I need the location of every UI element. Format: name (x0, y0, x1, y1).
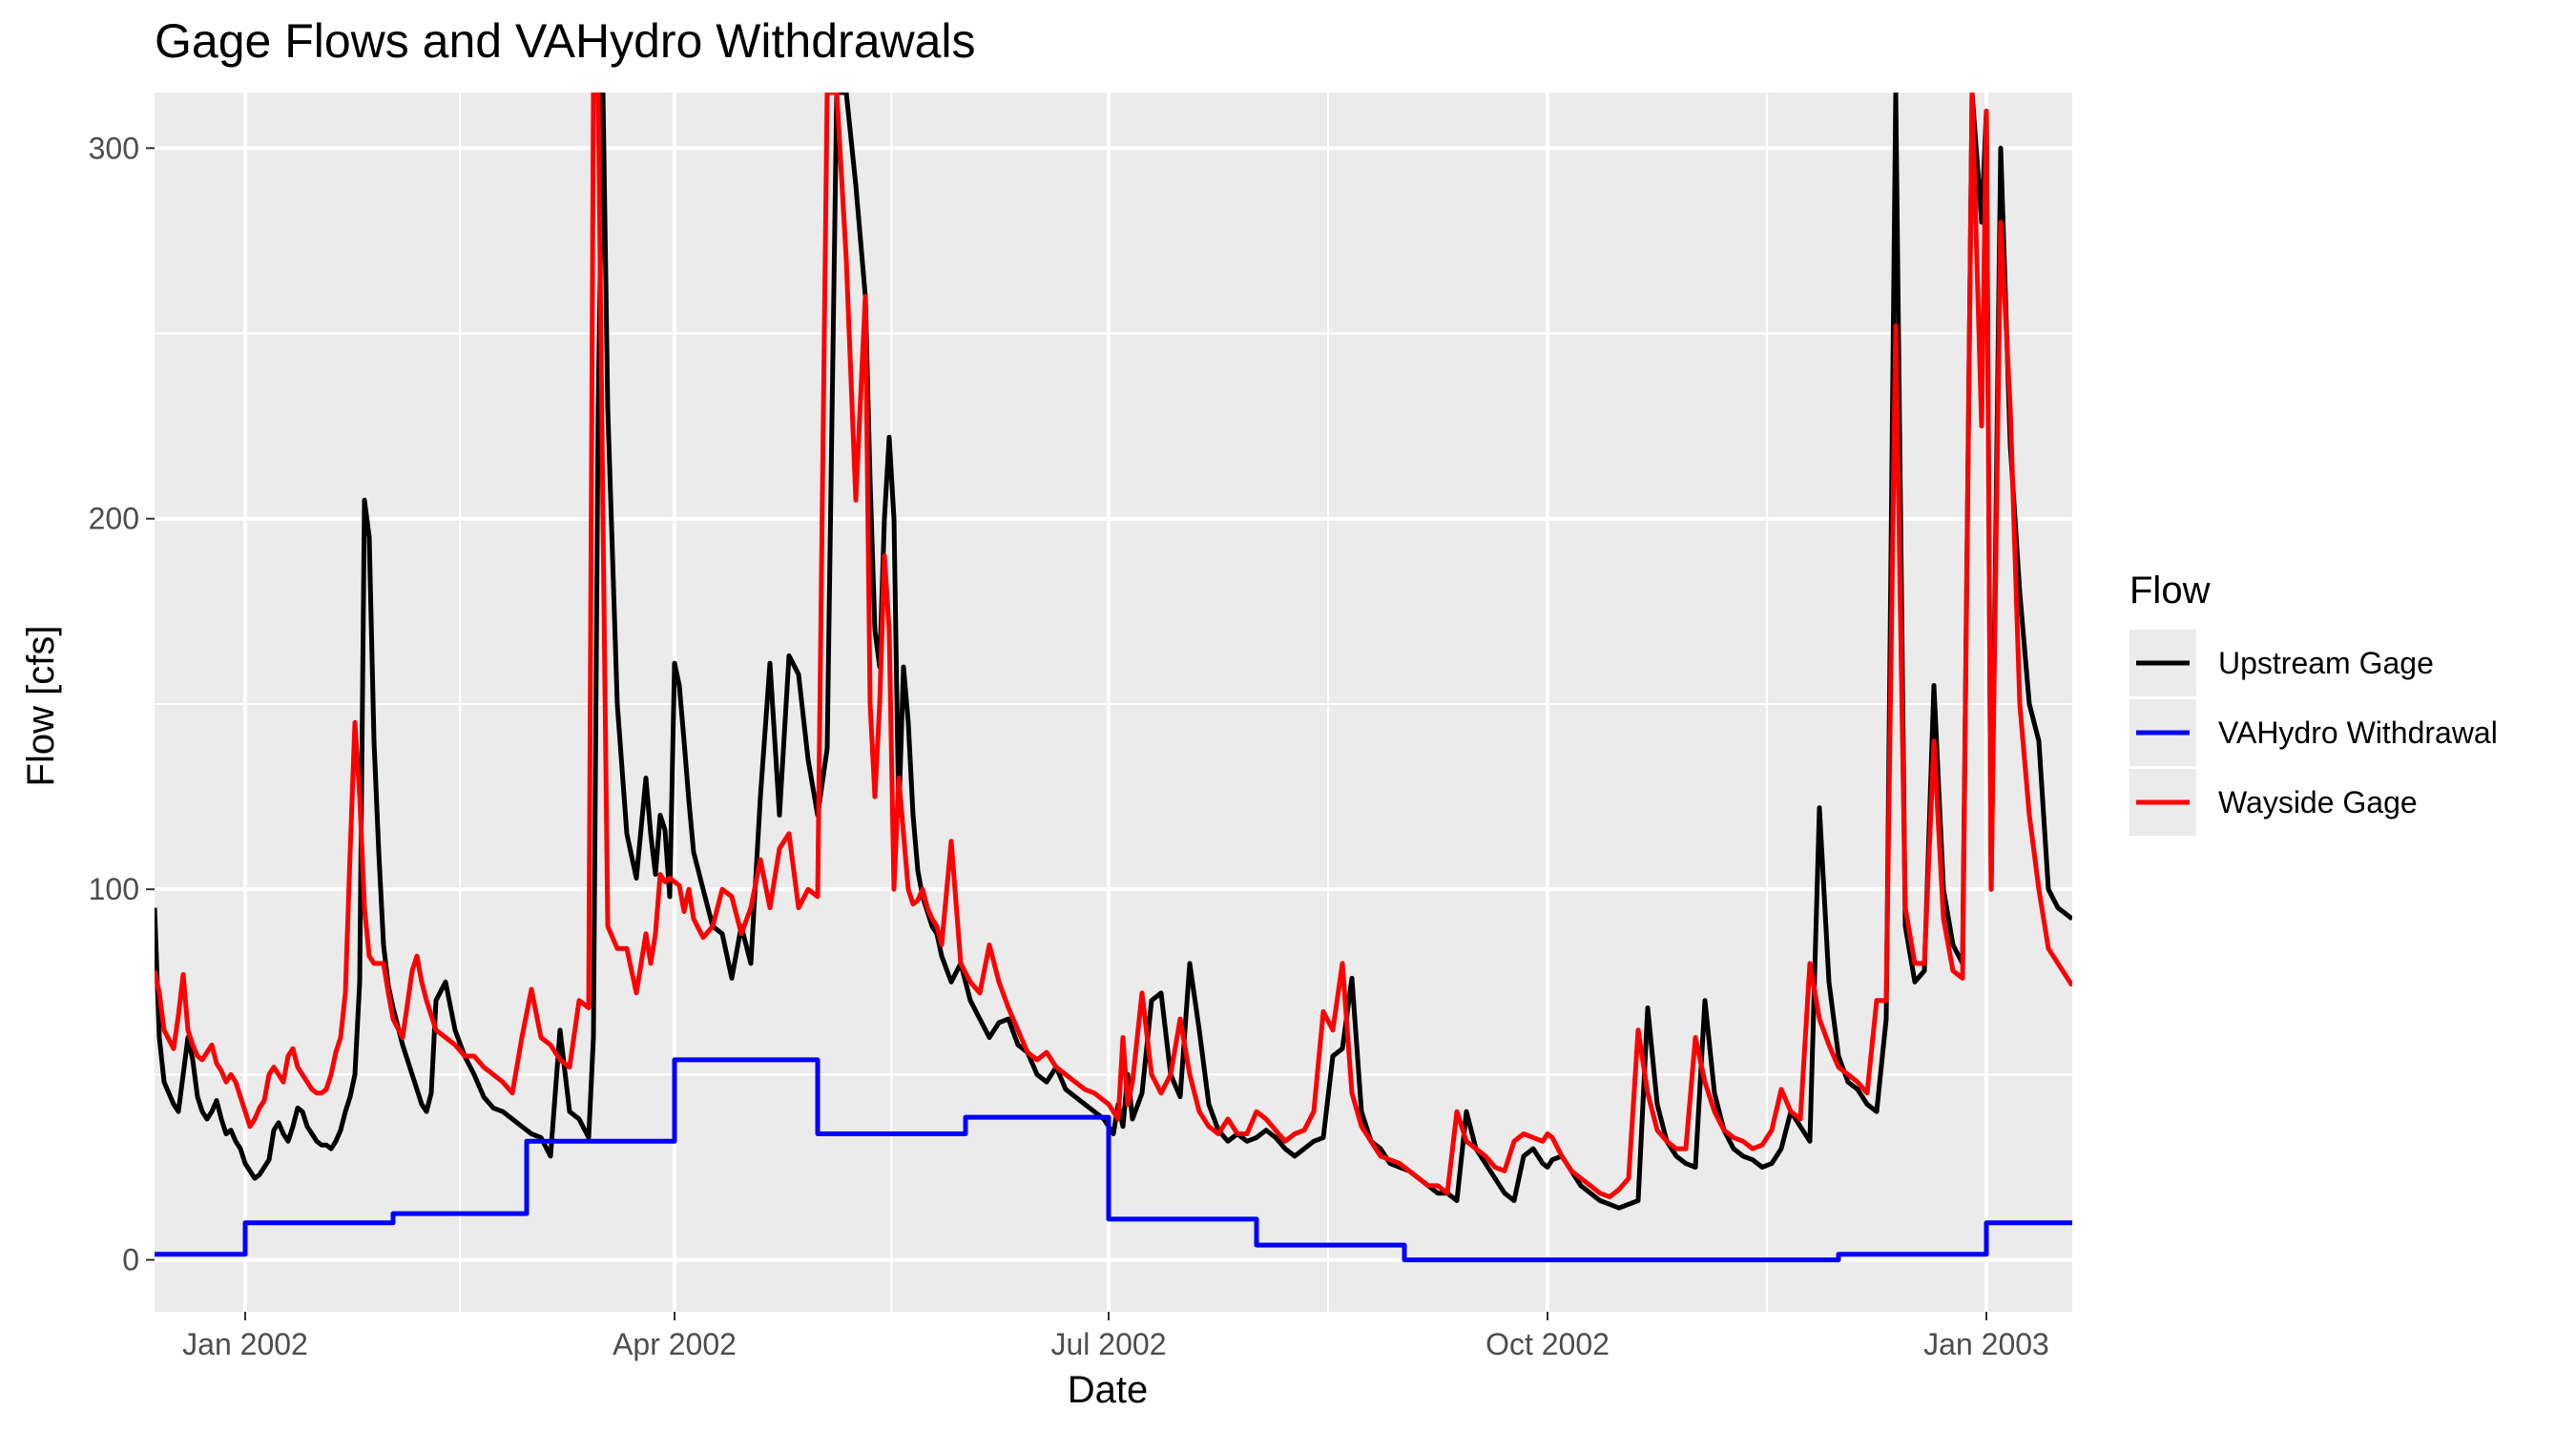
series-line-vahydro-withdrawal (155, 1057, 2072, 1263)
y-tick-label: 300 (89, 131, 139, 165)
y-axis: 0 100 200 300 (89, 131, 155, 1277)
legend: Flow Upstream Gage VAHydro Withdrawal Ways… (2129, 570, 2498, 836)
x-tick-label: Jan 2003 (1923, 1327, 2049, 1361)
x-axis-title: Date (1068, 1369, 1149, 1411)
x-tick-label: Jan 2002 (182, 1327, 308, 1361)
legend-label: Wayside Gage (2218, 785, 2418, 819)
legend-title: Flow (2129, 570, 2211, 612)
chart-title: Gage Flows and VAHydro Withdrawals (155, 14, 976, 68)
legend-label: Upstream Gage (2218, 646, 2434, 680)
x-tick-label: Jul 2002 (1051, 1327, 1167, 1361)
y-tick-label: 0 (122, 1243, 139, 1277)
x-tick-label: Apr 2002 (613, 1327, 737, 1361)
x-tick-label: Oct 2002 (1485, 1327, 1610, 1361)
legend-label: VAHydro Withdrawal (2218, 716, 2498, 750)
y-axis-title: Flow [cfs] (20, 626, 62, 787)
series-line-wayside-gage (155, 93, 2072, 1200)
x-axis: Jan 2002 Apr 2002 Jul 2002 Oct 2002 Jan 2003 (182, 1312, 2049, 1361)
y-tick-label: 100 (89, 872, 139, 906)
y-tick-label: 200 (89, 502, 139, 536)
series-lines (155, 93, 2072, 1263)
series-line-upstream-gage (155, 93, 2072, 1211)
